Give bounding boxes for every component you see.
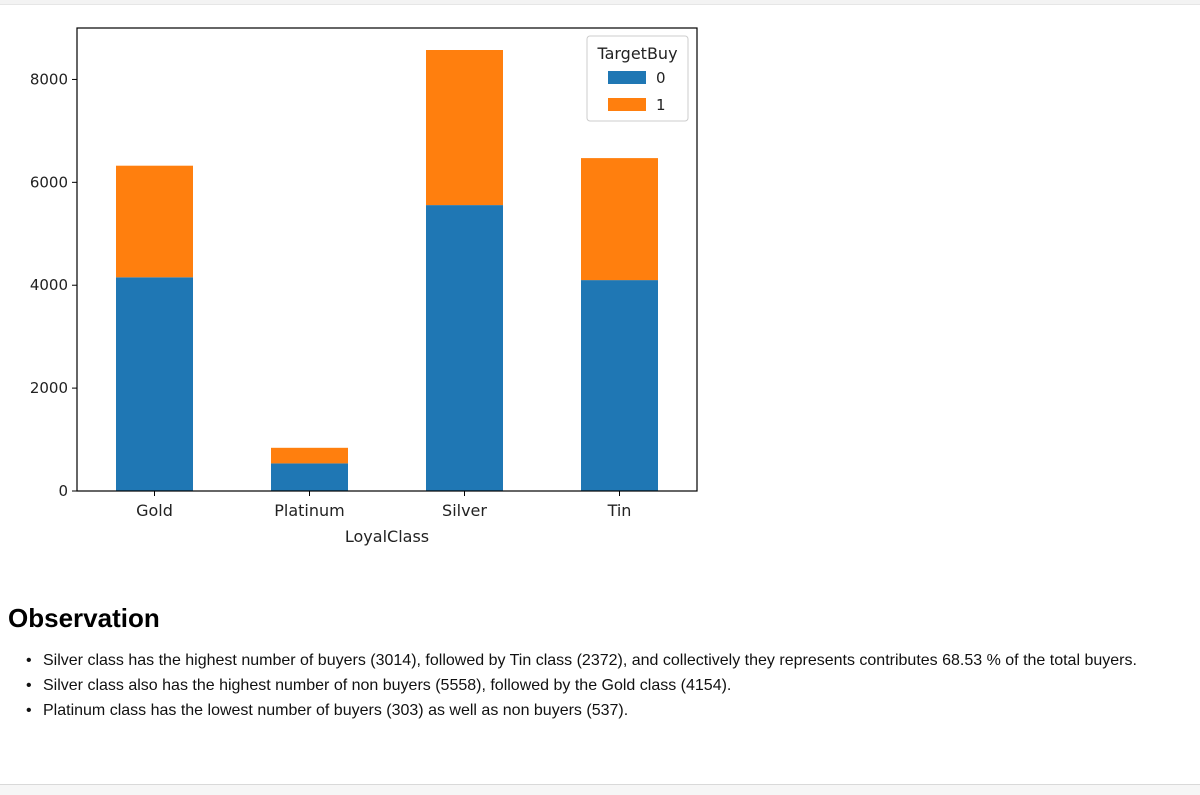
stacked-bar-chart: Gold Platinum Silver Tin 0 2000 4000 6000 8000 Lo… bbox=[0, 0, 720, 560]
chart-svg: Gold Platinum Silver Tin 0 2000 4000 6000 8000 Lo… bbox=[30, 27, 698, 546]
legend-swatch-1 bbox=[608, 98, 646, 111]
x-tick-label: Platinum bbox=[274, 501, 344, 520]
y-tick-label: 4000 bbox=[30, 276, 68, 294]
y-tick-label: 0 bbox=[58, 482, 68, 500]
observation-bullet: Silver class also has the highest number… bbox=[26, 673, 1188, 698]
horizontal-scrollbar[interactable] bbox=[0, 784, 1200, 795]
legend-label-0: 0 bbox=[656, 69, 666, 87]
y-tick-label: 8000 bbox=[30, 70, 68, 88]
observation-heading: Observation bbox=[8, 603, 160, 633]
x-axis-label: LoyalClass bbox=[345, 527, 429, 546]
bar-platinum-series-0 bbox=[271, 463, 348, 491]
bar-silver-series-1 bbox=[426, 50, 503, 206]
legend-swatch-0 bbox=[608, 71, 646, 84]
observation-section: Observation Silver class has the highest… bbox=[0, 598, 1200, 723]
bar-tin-series-1 bbox=[581, 158, 658, 281]
observation-list: Silver class has the highest number of b… bbox=[0, 648, 1188, 723]
bar-gold-series-0 bbox=[116, 277, 193, 491]
bar-silver-series-0 bbox=[426, 205, 503, 491]
bar-platinum-series-1 bbox=[271, 447, 348, 464]
bar-tin-series-0 bbox=[581, 280, 658, 491]
plot-frame bbox=[76, 27, 698, 492]
legend-label-1: 1 bbox=[656, 96, 666, 114]
observation-bullet: Platinum class has the lowest number of … bbox=[26, 698, 1188, 723]
legend-title: TargetBuy bbox=[596, 44, 677, 63]
y-tick-label: 6000 bbox=[30, 173, 68, 191]
bar-gold-series-1 bbox=[116, 165, 193, 278]
observation-bullet: Silver class has the highest number of b… bbox=[26, 648, 1188, 673]
x-tick-label: Tin bbox=[607, 501, 632, 520]
x-tick-label: Silver bbox=[442, 501, 487, 520]
x-tick-label: Gold bbox=[136, 501, 173, 520]
y-tick-label: 2000 bbox=[30, 379, 68, 397]
top-strip bbox=[0, 0, 1200, 5]
